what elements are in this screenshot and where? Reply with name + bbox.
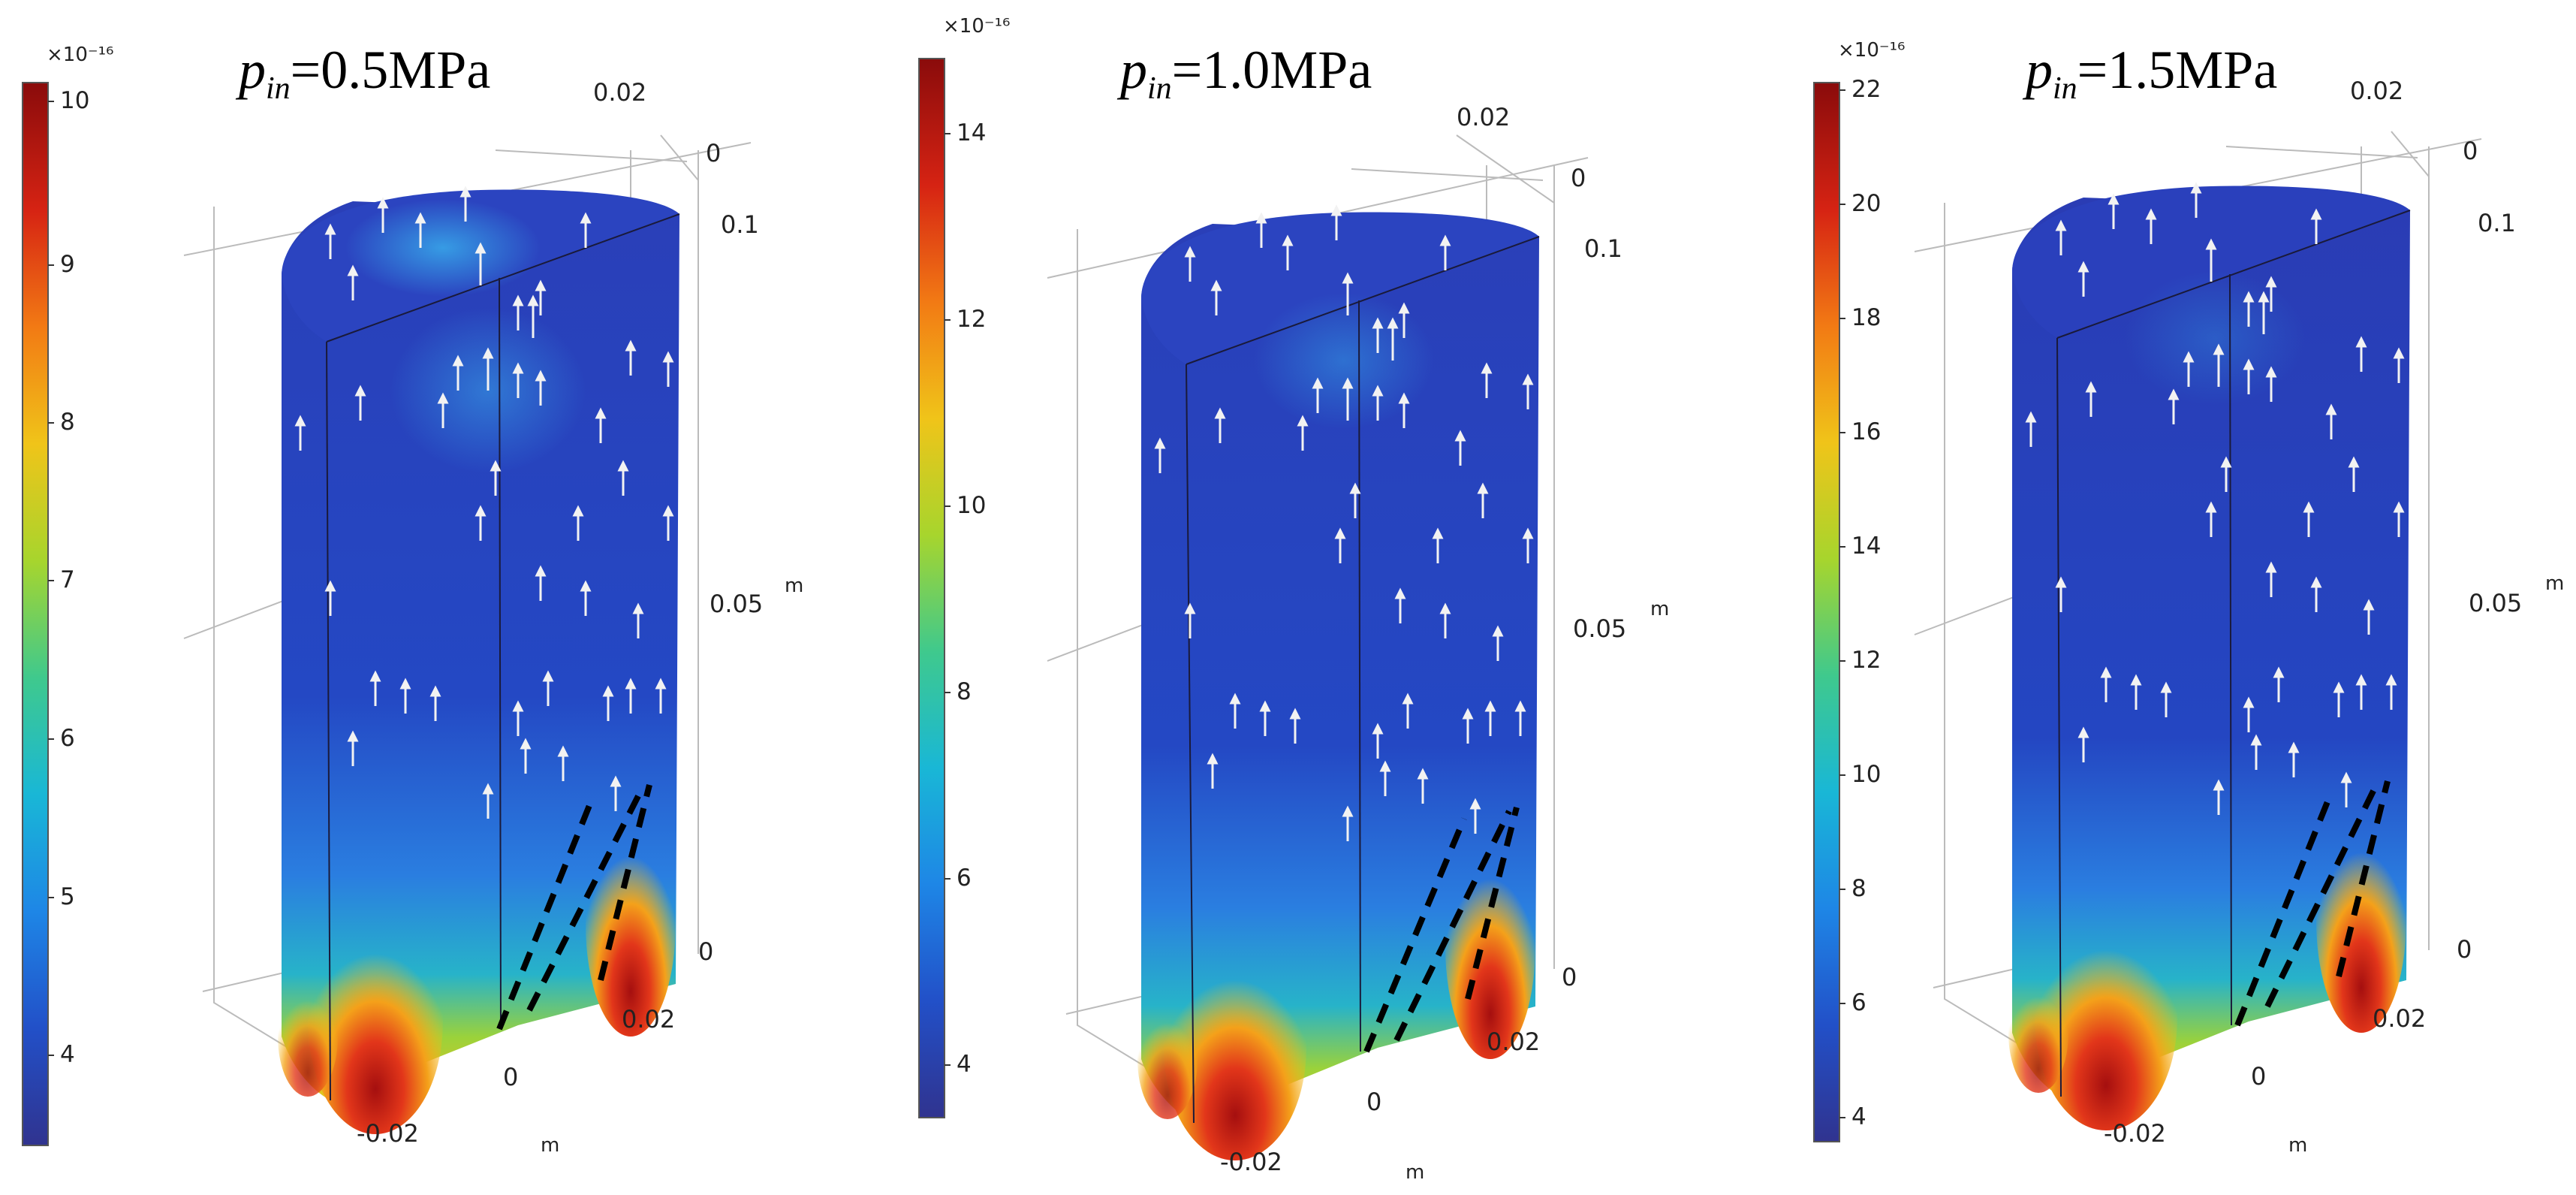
hot-zone-left xyxy=(1164,935,1306,1160)
dashed-lines xyxy=(1363,807,1520,1053)
axis-label-x-002: 0.02 xyxy=(622,1005,676,1034)
colorbar-tick: 4 xyxy=(60,1041,75,1068)
colorbar-tick: 14 xyxy=(957,119,987,146)
colorbar-tick: 10 xyxy=(60,87,90,114)
top-glow xyxy=(1254,293,1434,428)
panel-title: pin=1.5MPa xyxy=(2026,40,2278,106)
axis-label-x-m002: -0.02 xyxy=(2104,1119,2166,1148)
axis-label-z-0: 0 xyxy=(2457,935,2472,964)
axis-unit-z: m xyxy=(785,575,804,597)
axis-label-y-0: 0 xyxy=(2463,137,2478,165)
colorbar-tick: 8 xyxy=(60,409,75,436)
axis-label-y-002: 0.02 xyxy=(1457,103,1511,131)
cylinder-body xyxy=(1141,224,1539,1123)
colorbar-tick: 12 xyxy=(957,306,987,333)
panel-2-figure xyxy=(918,58,1589,1160)
axis-unit-x: m xyxy=(2288,1134,2308,1157)
dashed-lines xyxy=(2234,780,2391,1027)
colorbar-tick: 9 xyxy=(60,251,75,278)
colorbar-tick: 22 xyxy=(1851,76,1882,103)
axis-label-x-m002: -0.02 xyxy=(357,1119,419,1148)
axis-label-x-0: 0 xyxy=(1366,1088,1382,1116)
dashed-lines xyxy=(496,784,652,1031)
top-glow xyxy=(345,199,541,297)
axis-label-z-0: 0 xyxy=(698,937,714,966)
axis-label-z-01: 0.1 xyxy=(1584,234,1622,263)
axis-label-z-005: 0.05 xyxy=(2469,589,2523,617)
hot-zone-right xyxy=(2316,807,2406,1033)
colorbar-tick: 5 xyxy=(60,883,75,910)
cylinder-body xyxy=(282,201,679,1100)
colorbar-tick: 8 xyxy=(957,678,972,705)
colorbar-tick: 6 xyxy=(957,865,972,892)
axis-label-x-0: 0 xyxy=(503,1063,519,1091)
hot-zone-right xyxy=(586,811,676,1037)
axis-label-z-0: 0 xyxy=(1562,963,1577,991)
axis-label-z-005: 0.05 xyxy=(710,590,764,618)
colorbar-tick: 18 xyxy=(1851,304,1882,331)
hot-zone-right xyxy=(1445,834,1535,1059)
colorbar-tick: 14 xyxy=(1851,533,1882,560)
velocity-arrows xyxy=(1154,204,1534,841)
axis-label-y-002: 0.02 xyxy=(593,78,647,107)
velocity-arrows xyxy=(2025,182,2405,815)
axis-unit-z: m xyxy=(1650,598,1670,620)
cut-edge-top xyxy=(326,213,680,343)
axis-label-y-002: 0.02 xyxy=(2350,77,2404,105)
hot-zone-left xyxy=(308,909,443,1134)
axis-label-z-01: 0.1 xyxy=(2478,209,2516,237)
colorbar-tick: 12 xyxy=(1851,647,1882,674)
axis-label-x-m002: -0.02 xyxy=(1220,1148,1282,1176)
colorbar-tick: 20 xyxy=(1851,190,1882,217)
colorbar-tick: 4 xyxy=(1851,1103,1866,1130)
colorbar-tick: 6 xyxy=(1851,989,1866,1016)
panel-1-figure xyxy=(22,82,752,1146)
panel-3: pin=1.5MPa ×10⁻¹⁶ 22 20 18 16 14 12 10 8… xyxy=(1734,0,2576,1195)
colorbar-tick: 16 xyxy=(1851,418,1882,445)
axis-label-y-0: 0 xyxy=(706,139,722,167)
colorbar xyxy=(22,82,49,1146)
cut-edge-center xyxy=(499,277,502,1030)
axis-label-z-01: 0.1 xyxy=(721,210,759,239)
colorbar-tick: 7 xyxy=(60,566,75,593)
colorbar xyxy=(918,58,945,1118)
hot-zone-left xyxy=(2035,905,2177,1130)
cylinder-top-face xyxy=(1141,212,1539,364)
colorbar-tick: 10 xyxy=(957,492,987,519)
panel-3-figure xyxy=(1813,82,2482,1142)
colorbar-unit: ×10⁻¹⁶ xyxy=(1838,39,1906,62)
panel-title: pin=1.0MPa xyxy=(1120,40,1372,106)
cut-edge-left xyxy=(326,341,331,1101)
colorbar-unit: ×10⁻¹⁶ xyxy=(943,15,1011,38)
colorbar-tick: 10 xyxy=(1851,761,1882,788)
panel-1: pin=0.5MPa ×10⁻¹⁶ 10 9 8 7 6 5 4 0.02 0 … xyxy=(0,0,886,1195)
colorbar-unit: ×10⁻¹⁶ xyxy=(47,44,114,66)
axis-unit-x: m xyxy=(541,1134,560,1157)
axis-label-z-005: 0.05 xyxy=(1573,614,1627,643)
axis-label-x-002: 0.02 xyxy=(1487,1028,1541,1056)
axis-unit-z: m xyxy=(2545,572,2565,595)
cylinder-body xyxy=(2012,198,2410,1097)
colorbar-tick: 8 xyxy=(1851,875,1866,902)
panel-title: pin=0.5MPa xyxy=(239,40,491,106)
axis-label-x-002: 0.02 xyxy=(2373,1004,2427,1033)
top-glow xyxy=(2125,270,2305,406)
colorbar-ticks xyxy=(48,101,54,1056)
axis-unit-x: m xyxy=(1406,1161,1425,1184)
axis-label-x-0: 0 xyxy=(2251,1062,2267,1091)
panel-2: pin=1.0MPa ×10⁻¹⁶ 14 12 10 8 6 4 0.02 0 … xyxy=(886,0,1734,1195)
colorbar xyxy=(1813,82,1840,1142)
colorbar-tick: 4 xyxy=(957,1051,972,1078)
axis-label-y-0: 0 xyxy=(1571,164,1586,192)
colorbar-tick: 6 xyxy=(60,725,75,752)
velocity-arrows xyxy=(294,186,674,819)
